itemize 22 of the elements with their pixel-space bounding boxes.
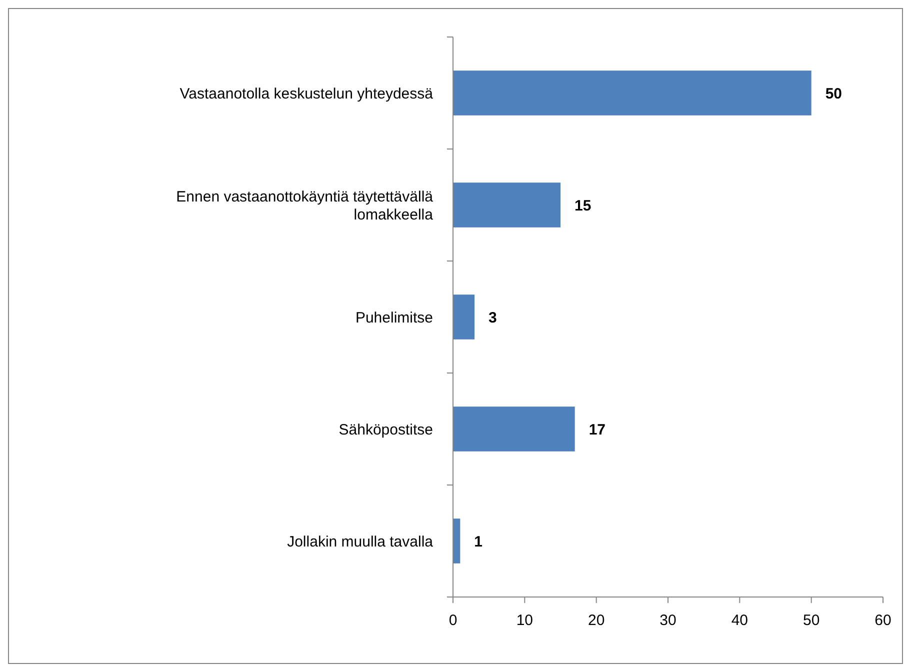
bar <box>453 518 460 564</box>
x-tick-label: 30 <box>660 612 676 629</box>
bar <box>453 70 812 116</box>
x-tick-label: 10 <box>516 612 534 629</box>
bar <box>453 406 575 452</box>
y-tick-label: Jollakin muulla tavalla <box>287 533 434 550</box>
x-tick-label: 20 <box>588 612 605 629</box>
data-label: 3 <box>488 309 497 326</box>
y-tick-label: Sähköpostitse <box>338 421 433 438</box>
bar <box>453 182 560 228</box>
x-tick-label: 60 <box>874 612 892 629</box>
bar <box>453 294 474 340</box>
x-tick-label: 0 <box>448 612 458 629</box>
y-tick-label: Ennen vastaanottokäyntiä täytettävällä lomakkeella <box>176 188 434 224</box>
x-tick-label: 50 <box>802 612 820 629</box>
y-tick-label: Puhelimitse <box>355 309 433 326</box>
data-label: 1 <box>474 533 483 550</box>
data-label: 50 <box>825 85 842 102</box>
x-tick-label: 40 <box>731 612 748 629</box>
data-label: 15 <box>574 197 592 214</box>
data-label: 17 <box>588 421 606 438</box>
y-tick-label: Vastaanotolla keskustelun yhteydessä <box>180 85 434 102</box>
